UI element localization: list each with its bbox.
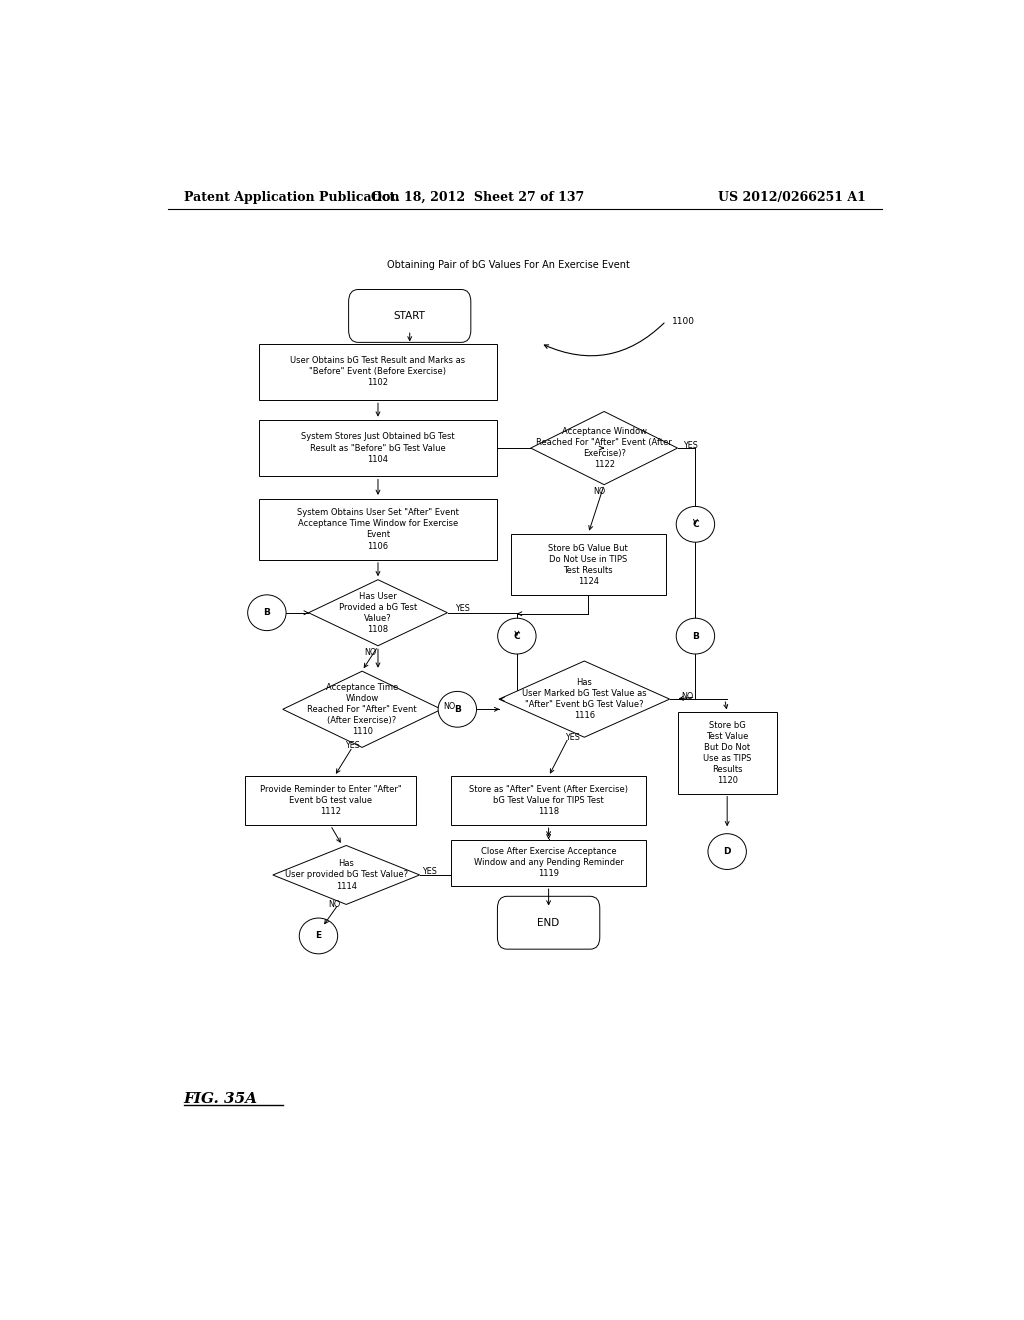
Polygon shape <box>530 412 678 484</box>
FancyBboxPatch shape <box>348 289 471 342</box>
Text: User Obtains bG Test Result and Marks as
"Before" Event (Before Exercise)
1102: User Obtains bG Test Result and Marks as… <box>291 356 466 388</box>
FancyBboxPatch shape <box>452 840 646 886</box>
Text: YES: YES <box>684 441 698 450</box>
Text: YES: YES <box>422 867 436 876</box>
Text: NO: NO <box>593 487 605 496</box>
Text: YES: YES <box>565 733 580 742</box>
Text: C: C <box>514 631 520 640</box>
Text: B: B <box>692 631 698 640</box>
Ellipse shape <box>248 595 286 631</box>
Text: 1100: 1100 <box>672 317 694 326</box>
Text: US 2012/0266251 A1: US 2012/0266251 A1 <box>718 190 866 203</box>
Text: Store bG Value But
Do Not Use in TIPS
Test Results
1124: Store bG Value But Do Not Use in TIPS Te… <box>549 544 628 586</box>
Text: Close After Exercise Acceptance
Window and any Pending Reminder
1119: Close After Exercise Acceptance Window a… <box>474 847 624 878</box>
Text: Has
User provided bG Test Value?
1114: Has User provided bG Test Value? 1114 <box>285 859 408 891</box>
Ellipse shape <box>676 618 715 653</box>
Text: B: B <box>454 705 461 714</box>
FancyBboxPatch shape <box>259 345 497 400</box>
Text: END: END <box>538 917 560 928</box>
Text: START: START <box>394 312 426 321</box>
Text: NO: NO <box>443 702 456 710</box>
FancyBboxPatch shape <box>452 776 646 825</box>
Text: Provide Reminder to Enter "After"
Event bG test value
1112: Provide Reminder to Enter "After" Event … <box>259 785 401 816</box>
FancyBboxPatch shape <box>259 499 497 560</box>
Ellipse shape <box>299 917 338 954</box>
FancyBboxPatch shape <box>259 420 497 477</box>
FancyBboxPatch shape <box>498 896 600 949</box>
Ellipse shape <box>676 507 715 543</box>
Text: Obtaining Pair of bG Values For An Exercise Event: Obtaining Pair of bG Values For An Exerc… <box>387 260 631 271</box>
FancyBboxPatch shape <box>245 776 416 825</box>
Text: Has
User Marked bG Test Value as
"After" Event bG Test Value?
1116: Has User Marked bG Test Value as "After"… <box>522 678 646 721</box>
Text: Has User
Provided a bG Test
Value?
1108: Has User Provided a bG Test Value? 1108 <box>339 591 417 634</box>
Text: FIG. 35A: FIG. 35A <box>183 1092 258 1106</box>
Text: E: E <box>315 932 322 940</box>
Text: System Stores Just Obtained bG Test
Result as "Before" bG Test Value
1104: System Stores Just Obtained bG Test Resu… <box>301 433 455 463</box>
Text: NO: NO <box>329 900 340 909</box>
Text: YES: YES <box>345 742 360 750</box>
Text: B: B <box>263 609 270 618</box>
Polygon shape <box>308 579 447 645</box>
Text: Patent Application Publication: Patent Application Publication <box>183 190 399 203</box>
Text: Acceptance Time
Window
Reached For "After" Event
(After Exercise)?
1110: Acceptance Time Window Reached For "Afte… <box>307 682 417 737</box>
Polygon shape <box>499 661 670 738</box>
Text: YES: YES <box>455 605 470 614</box>
FancyBboxPatch shape <box>511 535 666 595</box>
Ellipse shape <box>438 692 476 727</box>
Text: Acceptance Window
Reached For "After" Event (After
Exercise)?
1122: Acceptance Window Reached For "After" Ev… <box>537 426 672 469</box>
Text: Store as "After" Event (After Exercise)
bG Test Value for TIPS Test
1118: Store as "After" Event (After Exercise) … <box>469 785 628 816</box>
Polygon shape <box>283 671 441 747</box>
Polygon shape <box>272 846 420 904</box>
Text: Store bG
Test Value
But Do Not
Use as TIPS
Results
1120: Store bG Test Value But Do Not Use as TI… <box>703 721 752 785</box>
Ellipse shape <box>708 834 746 870</box>
Text: Oct. 18, 2012  Sheet 27 of 137: Oct. 18, 2012 Sheet 27 of 137 <box>371 190 584 203</box>
Text: NO: NO <box>364 648 376 657</box>
Text: D: D <box>723 847 731 857</box>
FancyBboxPatch shape <box>678 713 777 793</box>
Text: NO: NO <box>681 692 693 701</box>
Ellipse shape <box>498 618 537 653</box>
Text: System Obtains User Set "After" Event
Acceptance Time Window for Exercise
Event
: System Obtains User Set "After" Event Ac… <box>297 508 459 550</box>
Text: C: C <box>692 520 698 529</box>
